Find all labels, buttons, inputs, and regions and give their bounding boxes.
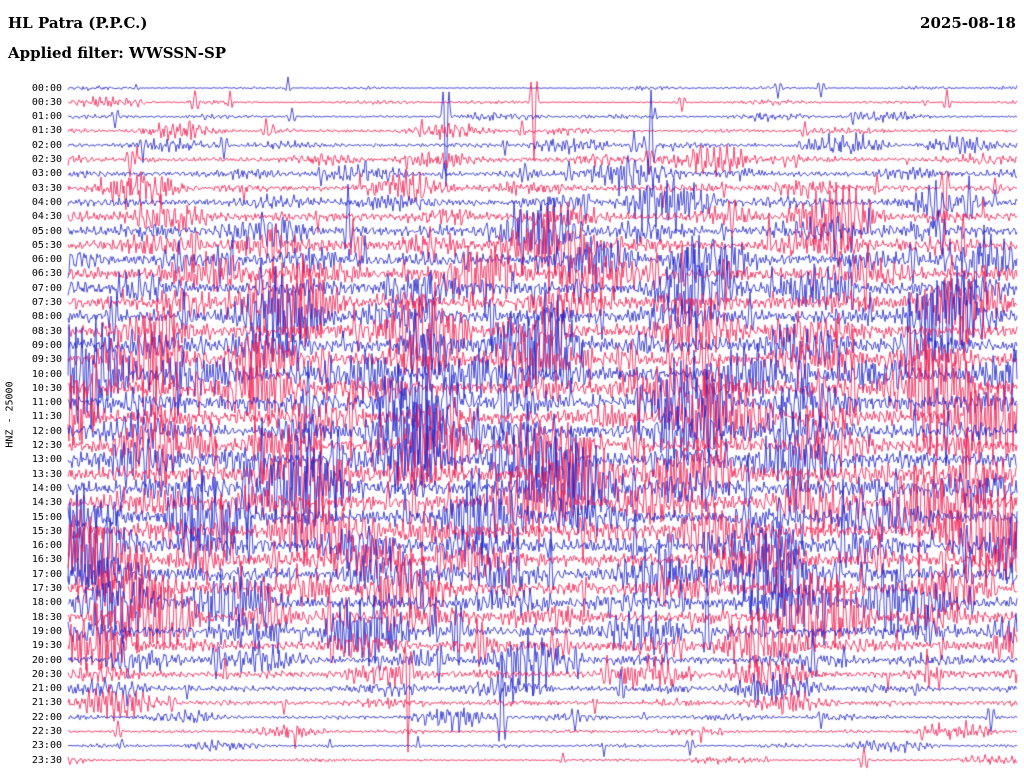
time-label: 16:30 [31,554,62,566]
time-label: 00:00 [31,82,62,94]
time-label: 12:00 [31,425,62,437]
time-label: 05:30 [31,239,62,251]
time-label: 00:30 [31,96,62,108]
time-label: 19:00 [31,625,62,637]
time-label: 06:30 [31,268,62,280]
station-title: HL Patra (P.P.C.) [8,14,148,32]
time-label: 02:30 [31,154,62,165]
time-label: 05:00 [31,225,62,237]
time-label: 21:30 [31,697,62,709]
time-label: 15:30 [31,525,62,537]
time-label: 15:00 [31,511,62,523]
time-label: 11:00 [31,397,62,409]
time-label: 04:30 [31,211,62,223]
time-label: 03:30 [31,182,62,194]
time-label: 07:30 [31,297,62,308]
time-label: 22:00 [31,711,62,723]
time-label: 14:30 [31,497,62,509]
time-label: 01:00 [31,111,62,123]
time-label: 06:00 [31,254,62,266]
time-label: 17:30 [31,583,62,594]
time-label: 23:00 [31,740,62,752]
time-label: 13:00 [31,454,62,466]
time-label: 21:00 [31,683,62,695]
time-label: 10:30 [31,382,62,394]
time-label: 13:30 [31,468,62,480]
time-label: 03:00 [31,168,62,180]
time-label: 11:30 [31,411,62,423]
time-label: 14:00 [31,482,62,494]
time-label: 19:30 [31,640,62,652]
time-label: 12:30 [31,440,62,451]
time-label: 10:00 [31,368,62,380]
time-label: 08:30 [31,325,62,337]
time-label: 09:00 [31,339,62,351]
time-label: 18:00 [31,597,62,609]
time-label: 18:30 [31,611,62,623]
time-label: 20:00 [31,654,62,666]
time-label: 20:30 [31,668,62,680]
time-label: 07:00 [31,282,62,294]
time-label: 08:00 [31,311,62,323]
filter-label: Applied filter: WWSSN-SP [8,44,227,62]
time-label: 01:30 [31,125,62,137]
time-label: 02:00 [31,139,62,151]
date-label: 2025-08-18 [920,14,1016,32]
time-label: 22:30 [31,726,62,737]
time-label: 23:30 [31,754,62,766]
time-label: 16:00 [31,540,62,552]
time-label: 09:30 [31,354,62,366]
time-label: 17:00 [31,568,62,580]
time-label: 04:00 [31,196,62,208]
